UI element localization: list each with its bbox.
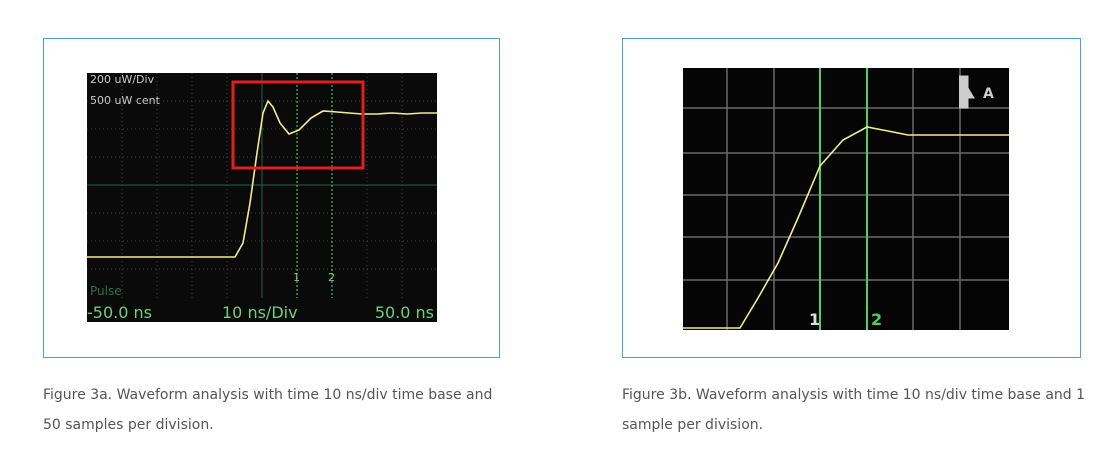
scope-screen-a: 200 uW/Div 500 uW cent 1 2 Pulse -50.0 n… <box>87 73 437 322</box>
center-lines <box>87 73 437 298</box>
cursor-label: 1 <box>293 271 300 284</box>
cursors <box>296 73 333 298</box>
scale-label: 200 uW/Div <box>90 73 155 86</box>
figure-frame <box>622 38 1081 358</box>
highlight-box <box>231 80 365 170</box>
center-label: 500 uW cent <box>90 94 161 107</box>
scope-screen-b: A 1 2 <box>683 68 1009 330</box>
grid <box>683 68 1009 330</box>
trigger-icon <box>959 75 975 109</box>
screen-bg <box>683 68 1009 330</box>
caption: Figure 3b. Waveform analysis with time 1… <box>622 387 1086 433</box>
cursor-label: 2 <box>328 271 335 284</box>
cursor-label: 1 <box>809 310 820 329</box>
cursors <box>819 68 868 330</box>
figure-frame <box>43 38 500 358</box>
right-time: 50.0 ns <box>375 303 434 322</box>
caption: Figure 3a. Waveform analysis with time 1… <box>43 387 493 433</box>
channel-label: A <box>983 86 994 102</box>
left-time: -50.0 ns <box>87 303 152 322</box>
mode-label: Pulse <box>90 284 122 298</box>
waveform <box>87 99 437 258</box>
waveform <box>683 126 1009 329</box>
time-base: 10 ns/Div <box>222 303 298 322</box>
cursor-label: 2 <box>871 310 882 329</box>
